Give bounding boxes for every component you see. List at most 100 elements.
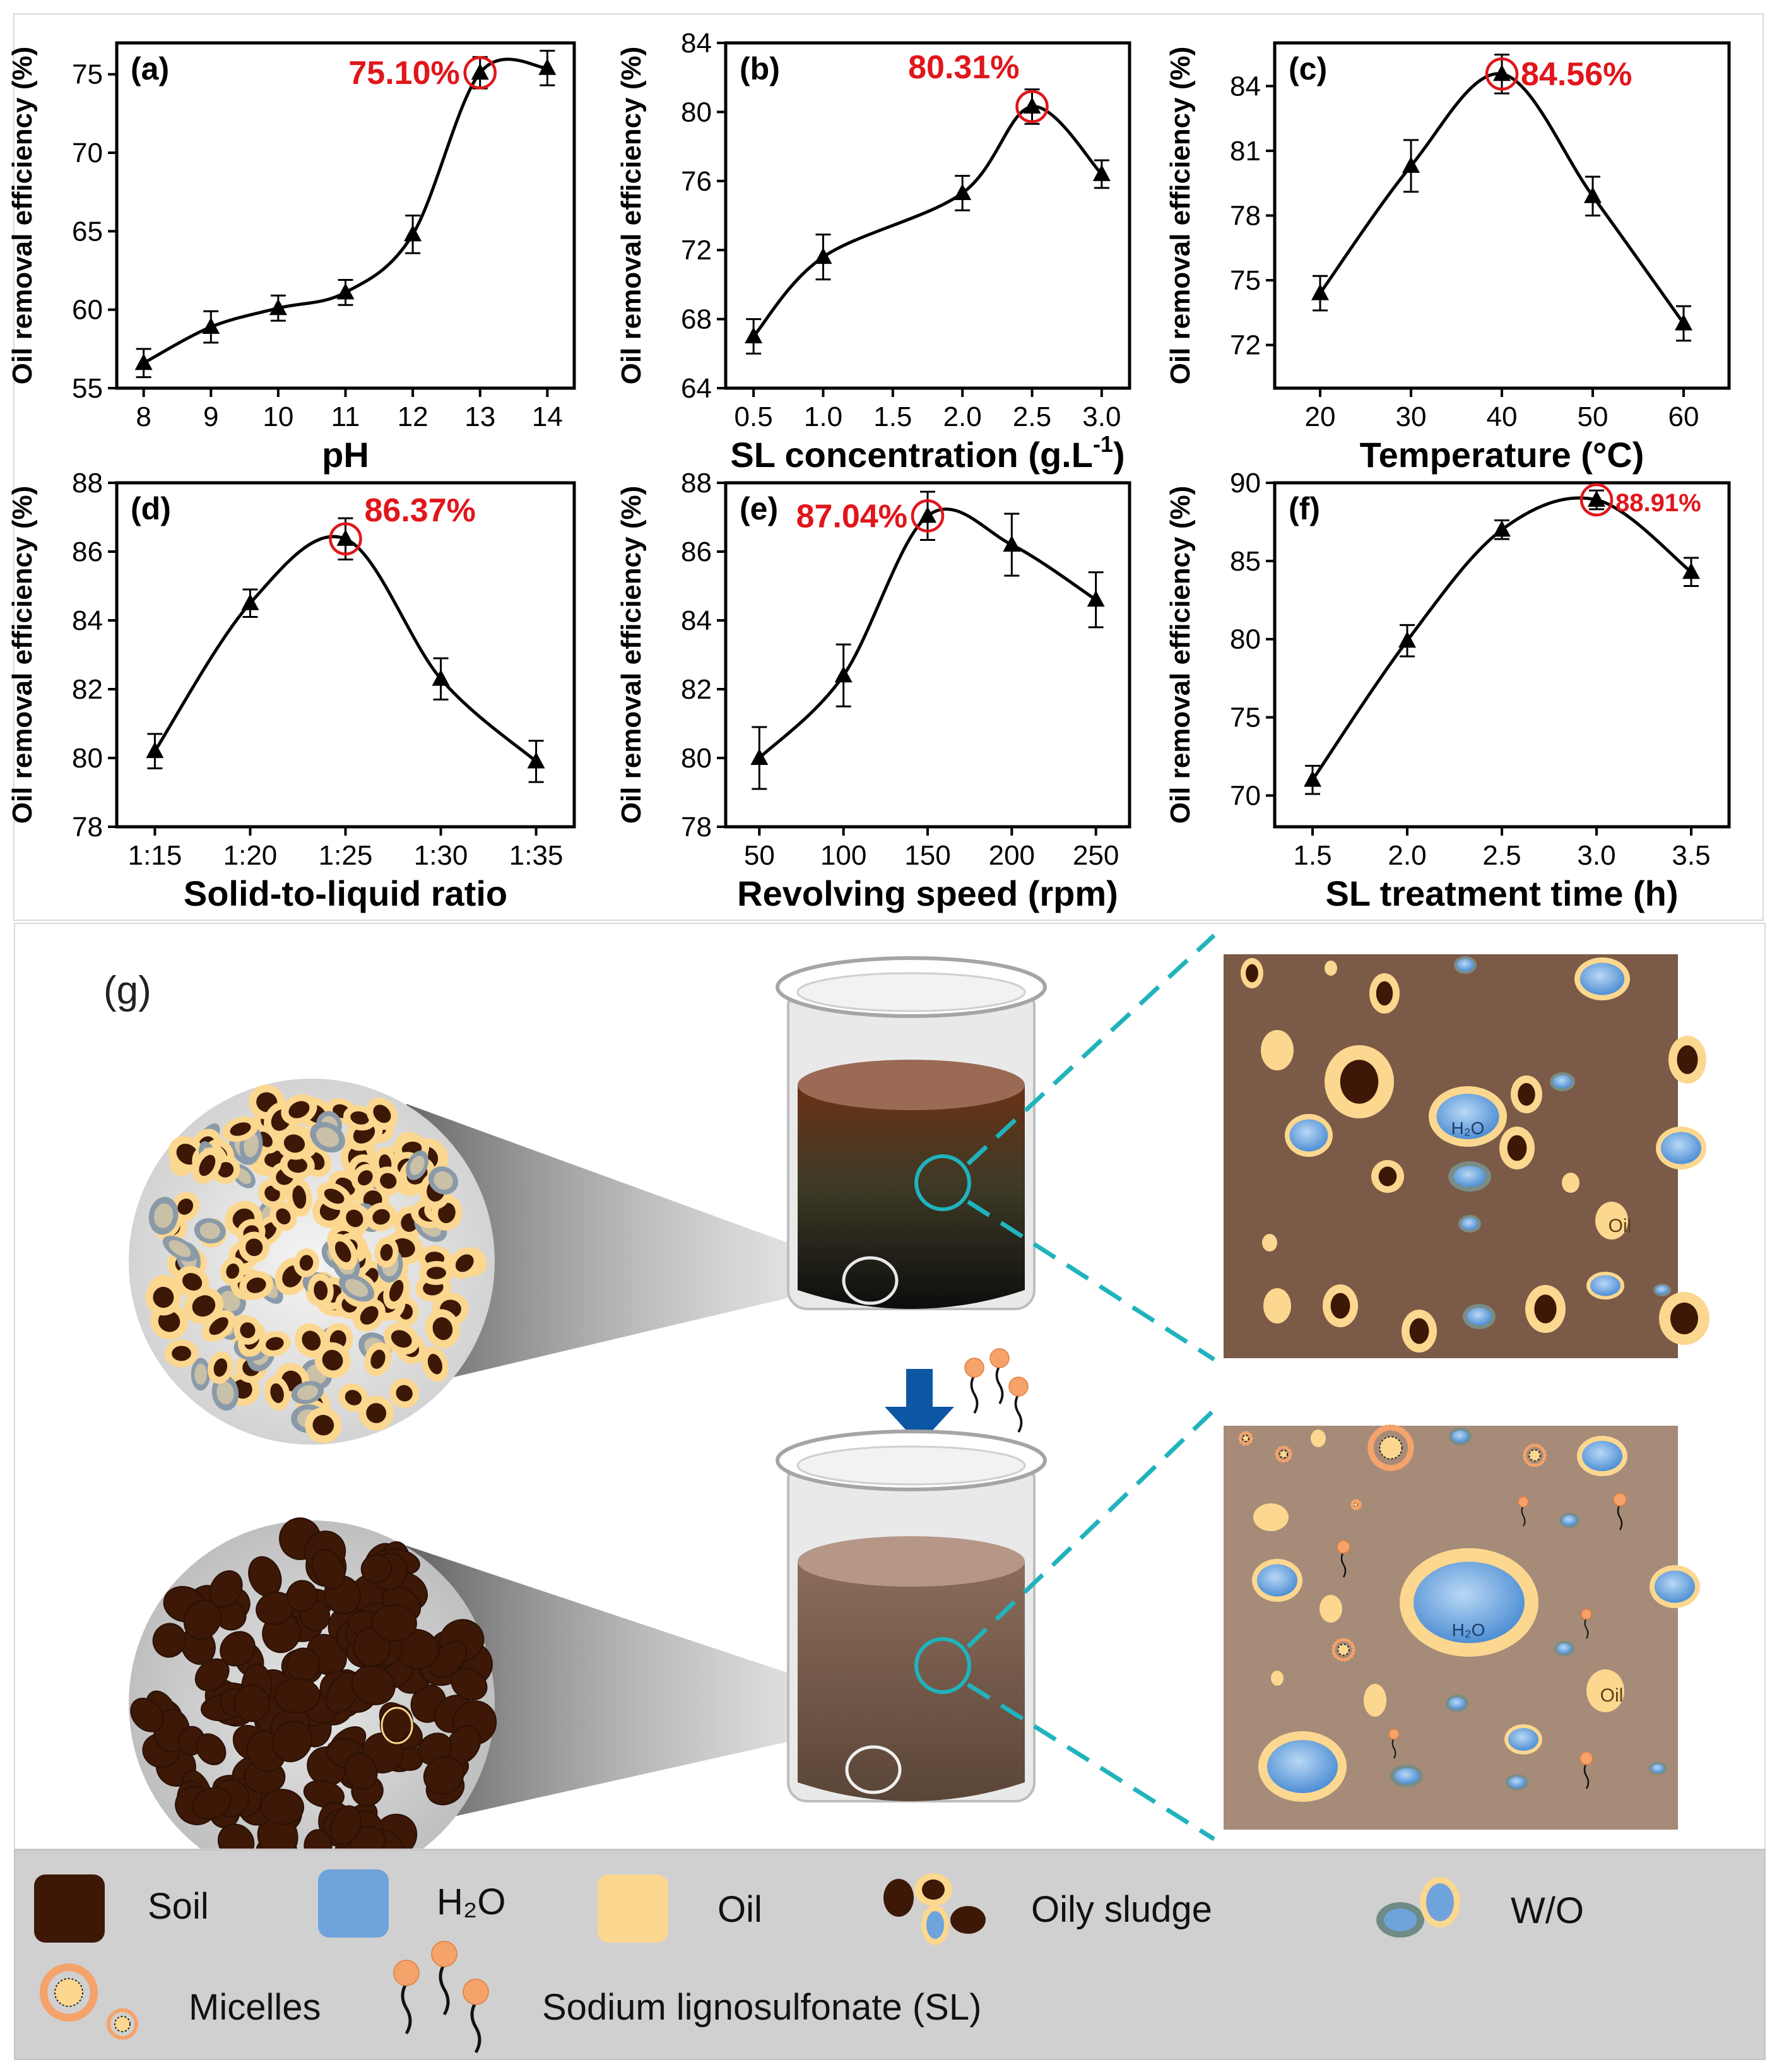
micelle-head — [108, 2028, 113, 2034]
sl-molecule — [989, 1348, 1010, 1404]
charts-frame — [13, 13, 1764, 921]
chart-f-ytick-label: 75 — [1230, 702, 1261, 733]
sl-molecule — [463, 1979, 489, 2054]
micelle-head — [1285, 1458, 1289, 1462]
micelle-head — [1282, 1459, 1285, 1463]
soil-core — [312, 1414, 334, 1436]
chart-b: (b) 64 68 72 76 80 84 0.5 1.0 1.5 2.0 2.5 3.0SL conc… — [616, 28, 1131, 475]
chart-b-ytick-label: 80 — [681, 97, 712, 127]
soil-core — [372, 1209, 390, 1225]
micelle-head — [1248, 1433, 1253, 1437]
chart-c: (c) 72 75 78 81 84 20 30 40 50 60 Temperature (°C) O… — [1165, 41, 1731, 475]
chart-a-point — [404, 225, 422, 242]
chart-d-ytick-label: 86 — [72, 536, 103, 567]
soil-core — [346, 1209, 363, 1228]
oil-droplet — [1263, 1288, 1291, 1323]
chart-e-ytick-label: 88 — [681, 468, 712, 499]
sl-tail — [439, 1963, 450, 2016]
sl-head — [1388, 1728, 1400, 1740]
chart-d-point — [146, 742, 164, 759]
chart-a-xtick-label: 14 — [532, 401, 563, 432]
chart-a-point — [134, 353, 153, 370]
micelle-head — [120, 2008, 125, 2013]
chart-b-xlabel: SL concentration (g.L-1) — [730, 431, 1125, 475]
sl-tail — [401, 1982, 412, 2035]
chart-a: (a) 55 60 65 70 75 8 9 10 11 12 13 14 pH Oil removal e… — [7, 41, 576, 475]
soil-core — [1378, 1166, 1397, 1187]
chart-f-xtick-label: 3.0 — [1577, 840, 1615, 871]
soil-core — [391, 1330, 412, 1348]
soil-core — [192, 1295, 216, 1317]
sl-tail — [1583, 1763, 1590, 1789]
soil-particle — [196, 1733, 227, 1765]
micelle-head — [1289, 1452, 1292, 1456]
micelle-head — [1528, 1445, 1532, 1449]
micelle-head — [116, 2008, 121, 2013]
oil-droplet — [1311, 1430, 1326, 1447]
micelle-head — [113, 2010, 118, 2015]
wo-droplet-core — [219, 1291, 240, 1311]
chart-f-ytick-label: 90 — [1230, 468, 1261, 499]
micelle-head — [133, 2018, 138, 2023]
chart-e-ytick-label: 78 — [681, 812, 712, 843]
soil-core — [360, 1306, 379, 1325]
sl-tail — [1617, 1504, 1623, 1530]
chart-e-point — [919, 506, 936, 523]
chart-d-xlabel: Solid-to-liquid ratio — [184, 873, 507, 913]
water-core — [1461, 1217, 1479, 1230]
chart-a-highlight-label: 75.10% — [348, 55, 459, 92]
micelle-head — [127, 2034, 132, 2039]
chart-e-highlight-circle — [911, 499, 945, 533]
legend: Soil H₂O Oil Oily sludge W/O Micelles So… — [14, 1849, 1766, 2060]
sl-head — [1581, 1608, 1592, 1620]
sl-swatch — [393, 1941, 489, 2054]
chart-b-ytick-label: 64 — [681, 373, 712, 404]
soil-core — [226, 1264, 240, 1279]
sl-tail — [1391, 1738, 1396, 1759]
chart-d-ytick-label: 78 — [72, 812, 103, 843]
micelles-swatch — [39, 1963, 139, 2040]
soil-core — [1507, 1135, 1527, 1161]
micelle-head — [1337, 1639, 1340, 1643]
oil-droplet — [1364, 1684, 1386, 1717]
sl-molecule — [1579, 1751, 1593, 1789]
chart-f-xtick-label: 1.5 — [1293, 840, 1331, 871]
micelle-head — [1333, 1654, 1338, 1659]
sl-head — [1337, 1540, 1350, 1554]
wo-droplet-core — [297, 1385, 319, 1400]
chart-b-xlabel-sup: -1 — [1093, 431, 1113, 457]
micelle-core — [114, 2015, 131, 2033]
soil-core — [287, 1157, 307, 1173]
h2o-label-top: H₂O — [1451, 1118, 1485, 1138]
chart-d-xtick-label: 1:25 — [319, 840, 373, 871]
soil-core — [380, 1244, 393, 1261]
chart-d-ylabel: Oil removal efficiency (%) — [7, 486, 38, 824]
soil-particle — [192, 1787, 232, 1820]
chart-f-point — [1493, 520, 1511, 537]
micelle-head — [124, 2035, 129, 2040]
water-core — [1257, 1564, 1297, 1597]
chart-d-panel-label: (d) — [131, 491, 171, 526]
residual-oil-ring — [381, 1707, 413, 1744]
chart-f-series-line — [1311, 496, 1692, 781]
chart-b-highlight-circle — [1015, 90, 1049, 124]
chart-c-ytick-label: 81 — [1230, 136, 1261, 167]
sl-tail — [470, 2001, 481, 2054]
soil-core — [1670, 1302, 1698, 1335]
micelle-head — [1347, 1656, 1350, 1661]
soil-core — [292, 1185, 307, 1209]
micelle-core — [1242, 1435, 1249, 1442]
chart-e-xlabel: Revolving speed (rpm) — [737, 873, 1118, 913]
sl-molecule — [393, 1960, 420, 2035]
chart-b-frame — [724, 41, 1131, 390]
chart-b-ytick-label: 84 — [681, 28, 712, 59]
soil-core — [396, 1385, 413, 1402]
chart-e-series-line — [758, 507, 1097, 759]
chart-d-point — [336, 529, 355, 546]
water-core — [1582, 1441, 1622, 1471]
chart-c-ytick-label: 78 — [1230, 201, 1261, 232]
chart-f-point — [1682, 562, 1700, 579]
micelle-head — [1248, 1440, 1253, 1444]
chart-c-highlight-circle — [1485, 57, 1519, 91]
chart-d-highlight-circle — [329, 522, 362, 556]
